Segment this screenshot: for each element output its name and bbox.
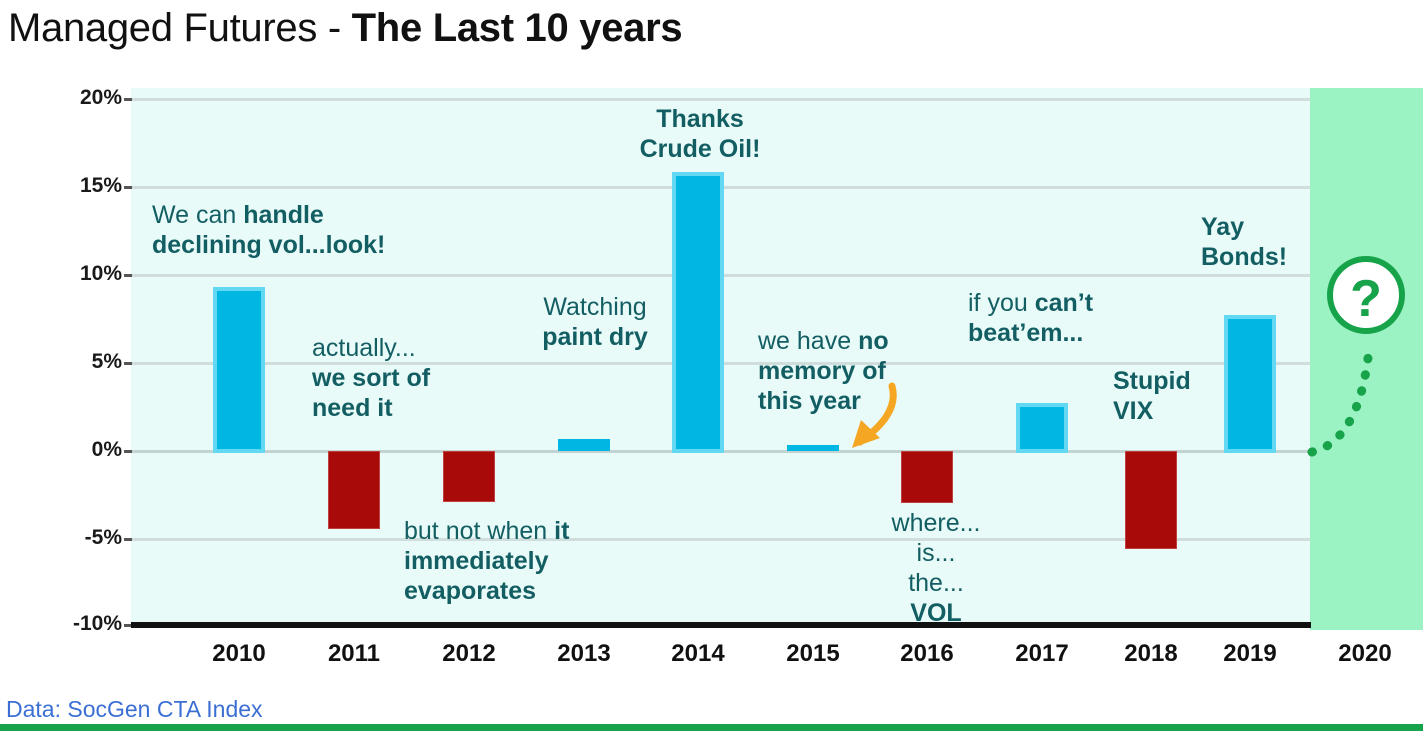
xlabel-2019: 2019 <box>1223 640 1277 667</box>
ytick-minus5 <box>124 538 132 541</box>
projection-dotted-path <box>1307 353 1373 457</box>
bar-2014[interactable] <box>672 172 724 453</box>
ylabel-15: 15% <box>79 174 122 197</box>
ylabel-5: 5% <box>91 350 122 373</box>
data-source-label: Data: SocGen CTA Index <box>6 696 263 722</box>
annotation-2013-bold: paint dry <box>542 323 648 351</box>
xlabel-2017: 2017 <box>1015 640 1069 667</box>
bar-2016[interactable] <box>901 451 953 503</box>
ylabel-20: 20% <box>79 86 122 109</box>
ytick-10 <box>124 274 132 277</box>
bar-2010[interactable] <box>213 287 265 453</box>
title-bold-part: The Last 10 years <box>351 6 683 50</box>
ytick-15 <box>124 186 132 189</box>
bar-2012[interactable] <box>443 451 495 502</box>
ylabel-0: 0% <box>91 438 122 461</box>
page-title: Managed Futures - The Last 10 years <box>8 0 683 58</box>
annotation-2011-bold: we sort of need it <box>312 364 431 422</box>
annotation-2019: Yay Bonds! <box>1201 212 1341 272</box>
annotation-2017-light: if you <box>968 289 1035 317</box>
annotation-2012-light: but not when <box>404 517 555 545</box>
bar-2013[interactable] <box>558 439 610 451</box>
xlabel-2014: 2014 <box>671 640 725 667</box>
annotation-2015-bold: no memory of this year <box>758 327 889 415</box>
annotation-2012: but not when it immediately evaporates <box>404 516 634 606</box>
xlabel-2013: 2013 <box>557 640 611 667</box>
bar-2019[interactable] <box>1224 315 1276 453</box>
bottom-accent-bar <box>0 724 1423 731</box>
question-mark-label: ? <box>1350 270 1382 328</box>
annotation-2013-light: Watching <box>543 293 647 321</box>
x-axis-line <box>131 622 1311 628</box>
ytick-5 <box>124 362 132 365</box>
annotation-2010-light: We can <box>152 201 244 229</box>
xlabel-2012: 2012 <box>442 640 496 667</box>
annotation-2010-bold: handle declining vol...look! <box>152 201 386 259</box>
ylabel-minus5: -5% <box>84 526 122 549</box>
xlabel-2010: 2010 <box>212 640 266 667</box>
ylabel-minus10: -10% <box>72 612 122 635</box>
bar-2018[interactable] <box>1125 451 1177 549</box>
annotation-2016: where... is... the... VOL <box>862 508 1010 628</box>
xlabel-2016: 2016 <box>900 640 954 667</box>
bar-2011[interactable] <box>328 451 380 529</box>
ylabel-10: 10% <box>79 262 122 285</box>
callout-arrow-icon <box>852 382 897 448</box>
ytick-minus10 <box>124 624 132 627</box>
annotation-2013: Watching paint dry <box>505 292 685 352</box>
annotation-2015: we have no memory of this year <box>758 326 918 416</box>
annotation-2014: Thanks Crude Oil! <box>610 104 790 164</box>
annotation-2010: We can handle declining vol...look! <box>152 200 442 260</box>
annotation-2017: if you can’t beat’em... <box>968 288 1138 348</box>
ytick-20 <box>124 98 132 101</box>
bar-2015[interactable] <box>787 445 839 451</box>
annotation-2018-bold: Stupid VIX <box>1113 367 1191 425</box>
xlabel-2018: 2018 <box>1124 640 1178 667</box>
annotation-2011: actually... we sort of need it <box>312 333 492 423</box>
annotation-2011-light: actually... <box>312 334 416 362</box>
annotation-2014-bold: Thanks Crude Oil! <box>639 105 761 163</box>
annotation-2012-bold: it immediately evaporates <box>404 517 570 605</box>
annotation-2016-light: where... is... the... <box>891 509 981 597</box>
ytick-0 <box>124 450 132 453</box>
annotation-2019-bold: Yay Bonds! <box>1201 213 1288 271</box>
title-light-part: Managed Futures - <box>8 6 352 50</box>
annotation-2017-bold: can’t beat’em... <box>968 289 1094 347</box>
xlabel-2020: 2020 <box>1338 640 1392 667</box>
annotation-2018: Stupid VIX <box>1113 366 1263 426</box>
question-mark-circle-icon[interactable]: ? <box>1327 256 1405 334</box>
gridline-20 <box>131 98 1310 101</box>
bar-2017[interactable] <box>1016 403 1068 453</box>
gridline-minus5 <box>131 538 1310 541</box>
annotation-2015-light: we have <box>758 327 859 355</box>
annotation-2016-bold: VOL <box>910 599 962 627</box>
xlabel-2011: 2011 <box>327 640 381 667</box>
xlabel-2015: 2015 <box>786 640 840 667</box>
